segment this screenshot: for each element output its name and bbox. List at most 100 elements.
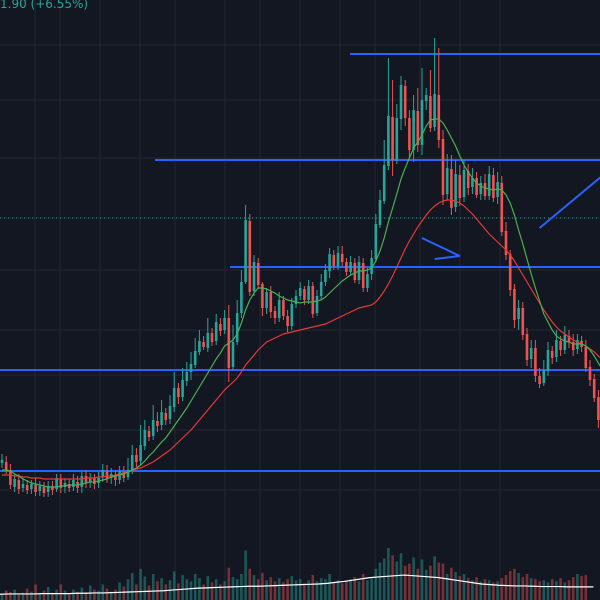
candle-body [542,370,546,383]
volume-bar [483,579,487,600]
candle-body [349,262,352,272]
trendline[interactable] [421,237,461,257]
volume-bar [387,548,390,600]
volume-bar [403,565,407,600]
volume-bar [118,582,121,600]
trendline[interactable] [538,172,600,229]
candle-body [307,286,310,300]
volume-bar [332,582,336,600]
ma-slow-line [2,199,600,480]
candle-body [101,470,105,477]
volume-bar [395,561,399,600]
candle-body [508,254,512,290]
volume-bar [9,592,12,600]
candle-body [172,388,176,407]
volume-bar [584,575,588,600]
volume-bar [214,579,218,600]
candle-body [244,220,247,282]
candle-body [324,270,327,282]
candle-body [538,376,541,384]
volume-bar [219,584,222,600]
candle-body [30,484,33,489]
volume-bar [504,575,508,600]
candle-body [261,284,264,308]
candle-body [492,175,495,198]
volume-bar [412,557,415,600]
trendline-drawings[interactable] [421,172,600,260]
candle-body [571,342,575,350]
candle-body [223,318,226,330]
volume-bar [286,579,289,600]
volume-bar [370,578,373,600]
candle-body [21,484,25,488]
volume-bar [366,580,369,600]
candle-body [164,413,168,420]
candle-body [55,478,58,489]
volume-bar [21,592,25,600]
volume-bar [416,568,420,600]
candle-body [177,388,180,397]
candle-body [563,335,567,350]
volume-bar [51,592,54,600]
candle-body [374,224,378,259]
candle-body [231,342,235,367]
volume-bar [151,574,155,600]
volume-bar [563,582,567,600]
volume-bar [59,584,63,600]
volume-bar [55,589,58,600]
candle-body [240,282,243,313]
candle-body [130,455,134,470]
candle-body [387,116,390,166]
volume-bar [17,594,21,600]
volume-bar [177,583,180,600]
candle-body [399,85,403,119]
candle-body [504,231,508,255]
volume-bar [227,567,231,600]
candle-body [185,372,189,381]
candle-body [143,430,147,446]
candle-body [529,348,533,359]
candle-body [294,296,298,304]
candle-body [269,292,273,312]
volume-bar [525,574,529,600]
candle-body [265,292,268,308]
candle-body [454,174,457,207]
volume-bar [349,579,352,600]
volume-bar [13,589,16,600]
candle-body [517,308,520,319]
volume-bar [479,581,483,600]
volume-bar [244,550,247,600]
trendline[interactable] [434,255,460,260]
volume-bar [126,579,130,600]
candle-body [4,462,8,470]
candle-body [588,367,592,380]
volume-bar [122,586,126,600]
candle-body [277,300,281,318]
volume-bar [466,578,470,600]
volume-bar [454,571,457,600]
volume-bar [160,578,163,600]
candle-body [84,476,88,483]
volume-bar [311,575,315,600]
volume-bar [193,574,197,600]
horizontal-level-lines[interactable] [0,53,600,472]
candle-body [202,342,205,347]
volume-bar [109,591,113,600]
candle-body [122,472,126,478]
candle-body [458,175,462,198]
volume-bars [0,548,588,600]
volume-bar [93,589,96,600]
volume-bar [475,577,478,600]
candle-body [42,487,46,493]
candle-body [311,286,315,314]
candle-body [408,118,411,150]
candle-body [181,380,184,397]
volume-bar [345,581,348,600]
volume-bar [97,590,100,600]
volume-bar [571,577,575,600]
volume-bar [496,581,499,600]
volume-bar [353,577,357,600]
volume-bar [34,584,37,600]
volume-bar [84,592,88,600]
